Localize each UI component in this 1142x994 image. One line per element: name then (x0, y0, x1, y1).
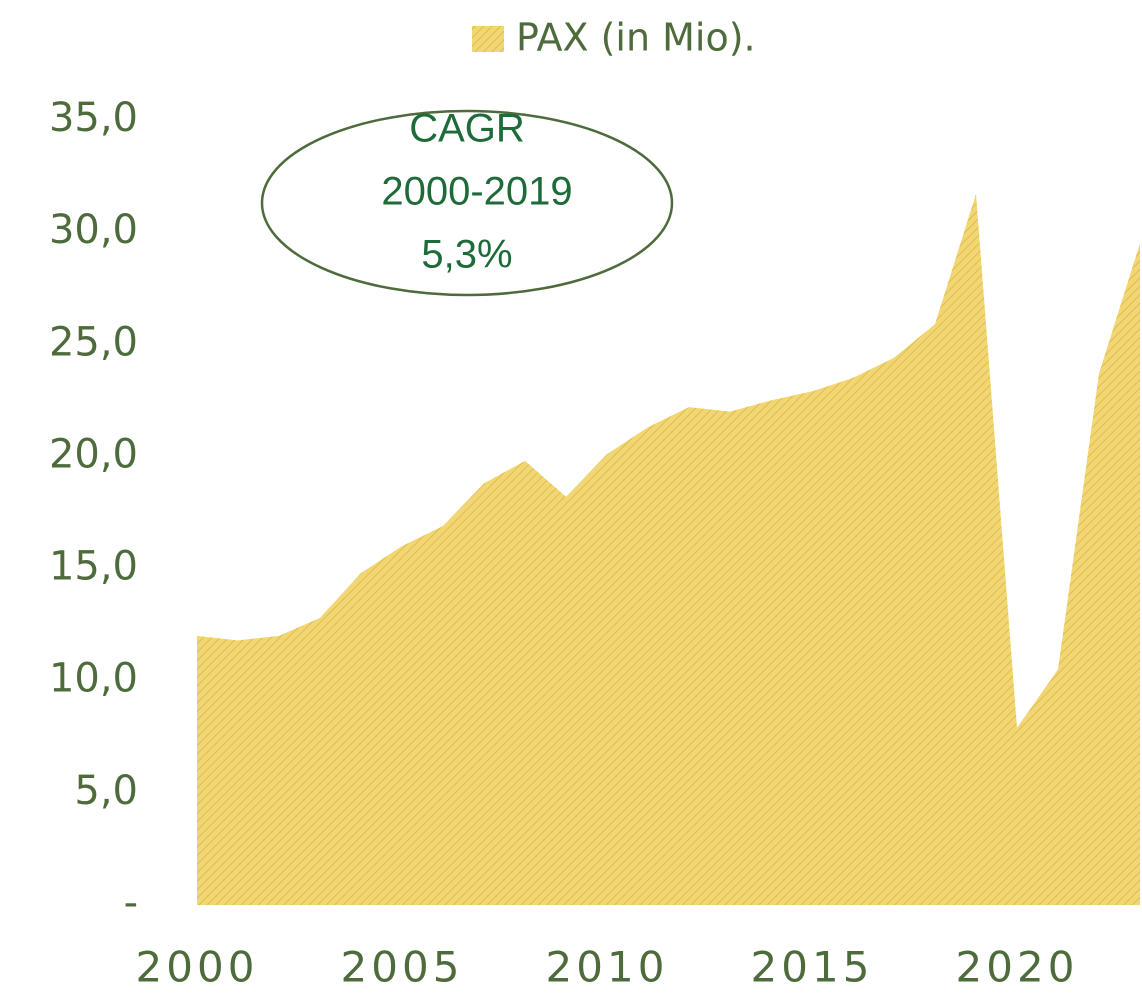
y-tick-label: 25,0 (49, 319, 138, 365)
annotation-line: 5,3% (421, 233, 512, 277)
x-tick-label: 2015 (751, 943, 874, 992)
x-tick-label: 2010 (546, 943, 669, 992)
legend-label: PAX (in Mio). (516, 16, 756, 60)
y-tick-label: 30,0 (49, 207, 138, 253)
x-tick-label: 2020 (956, 943, 1079, 992)
y-tick-label: 15,0 (49, 544, 138, 590)
y-tick-label: 10,0 (49, 656, 138, 702)
y-tick-label: 5,0 (74, 768, 138, 814)
annotation-line: 2000-2019 (381, 170, 572, 214)
y-tick-label: - (124, 880, 138, 926)
area (197, 194, 1140, 905)
x-tick-label: 2000 (136, 943, 259, 992)
annotation-ellipse (260, 109, 674, 297)
y-tick-label: 35,0 (49, 95, 138, 141)
y-tick-label: 20,0 (49, 431, 138, 477)
legend-swatch (472, 26, 504, 52)
x-tick-label: 2005 (341, 943, 464, 992)
annotation-line: CAGR (409, 107, 525, 151)
